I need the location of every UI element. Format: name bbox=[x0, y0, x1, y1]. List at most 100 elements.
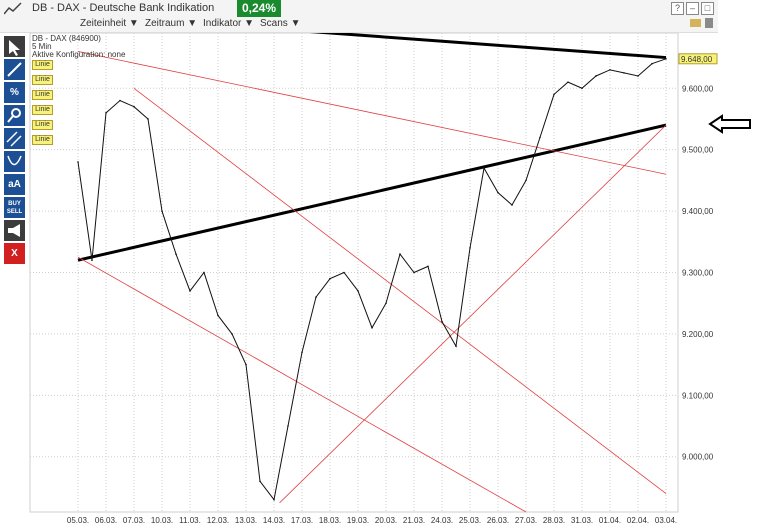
x-tick-label: 12.03. bbox=[207, 516, 229, 525]
x-tick-label: 26.03. bbox=[487, 516, 509, 525]
y-tick-label: 9.400,00 bbox=[682, 207, 714, 216]
price-point bbox=[357, 290, 359, 292]
price-point bbox=[287, 425, 289, 427]
price-point bbox=[203, 271, 205, 274]
maximize-button[interactable]: □ bbox=[701, 2, 714, 15]
price-point bbox=[147, 118, 149, 120]
price-point bbox=[259, 480, 261, 483]
trend-line-red bbox=[279, 124, 667, 504]
legend-interval: 5 Min bbox=[32, 42, 52, 51]
price-point bbox=[371, 326, 373, 329]
price-point bbox=[231, 333, 233, 335]
menu-zeiteinheit[interactable]: Zeiteinheit ▼ bbox=[80, 18, 139, 29]
price-point bbox=[245, 363, 247, 366]
text-label: aA bbox=[8, 179, 21, 190]
price-point bbox=[581, 87, 583, 90]
y-tick-label: 9.000,00 bbox=[682, 453, 714, 462]
y-tick-label: 9.600,00 bbox=[682, 84, 714, 93]
price-point bbox=[497, 191, 499, 194]
price-point bbox=[539, 136, 541, 139]
price-point bbox=[665, 57, 667, 60]
x-tick-label: 14.03. bbox=[263, 516, 285, 525]
legend-config: Aktive Konfiguration: none bbox=[32, 50, 126, 59]
x-tick-label: 17.03. bbox=[291, 516, 313, 525]
folder-icon[interactable] bbox=[690, 19, 701, 27]
x-tick-label: 10.03. bbox=[151, 516, 173, 525]
price-point bbox=[455, 345, 457, 347]
menu-scans[interactable]: Scans ▼ bbox=[260, 18, 301, 29]
price-point bbox=[651, 62, 653, 65]
drawing-tag-5[interactable]: Linie bbox=[32, 120, 53, 130]
x-tick-label: 13.03. bbox=[235, 516, 257, 525]
cursor-icon[interactable] bbox=[4, 36, 25, 57]
parallel-lines-icon[interactable] bbox=[4, 128, 25, 149]
price-point bbox=[217, 314, 219, 317]
price-point bbox=[161, 210, 163, 212]
price-point bbox=[595, 75, 597, 77]
text-aa-icon[interactable]: aA bbox=[4, 174, 25, 195]
price-point bbox=[399, 253, 401, 255]
y-tick-label: 9.300,00 bbox=[682, 269, 714, 278]
help-button[interactable]: ? bbox=[671, 2, 684, 15]
trend-line-black bbox=[77, 123, 667, 262]
price-point bbox=[637, 75, 639, 77]
price-point bbox=[609, 69, 611, 71]
menu-zeitraum[interactable]: Zeitraum ▼ bbox=[145, 18, 198, 29]
drawing-tag-3[interactable]: Linie bbox=[32, 90, 53, 100]
x-tick-label: 28.03. bbox=[543, 516, 565, 525]
price-point bbox=[119, 99, 121, 102]
price-point bbox=[623, 72, 625, 74]
minimize-button[interactable]: – bbox=[686, 2, 699, 15]
price-point bbox=[553, 93, 555, 96]
x-tick-label: 03.04. bbox=[655, 516, 677, 525]
price-point bbox=[301, 351, 303, 354]
x-tick-label: 25.03. bbox=[459, 516, 481, 525]
drawing-tag-2[interactable]: Linie bbox=[32, 75, 53, 85]
percent-icon[interactable]: % bbox=[4, 82, 25, 103]
change-badge: 0,24% bbox=[237, 0, 281, 17]
close-x-icon[interactable]: X bbox=[4, 243, 25, 264]
curve-icon[interactable] bbox=[4, 151, 25, 172]
last-price-box bbox=[678, 53, 718, 65]
price-point bbox=[427, 265, 429, 268]
y-tick-label: 9.100,00 bbox=[682, 391, 714, 400]
buy-sell-icon[interactable]: BUY SELL bbox=[4, 197, 25, 218]
drawing-tag-4[interactable]: Linie bbox=[32, 105, 53, 115]
chart-legend: DB - DAX (846900) 5 Min Aktive Konfigura… bbox=[32, 35, 125, 59]
x-tick-label: 18.03. bbox=[319, 516, 341, 525]
price-point bbox=[511, 204, 513, 206]
price-point bbox=[567, 81, 569, 83]
app-logo-icon bbox=[4, 2, 22, 15]
price-point bbox=[329, 277, 331, 280]
zoom-icon[interactable] bbox=[4, 105, 25, 126]
x-tick-label: 27.03. bbox=[515, 516, 537, 525]
x-tick-label: 24.03. bbox=[431, 516, 453, 525]
price-point bbox=[189, 290, 191, 292]
x-tick-label: 05.03. bbox=[67, 516, 89, 525]
x-tick-label: 01.04. bbox=[599, 516, 621, 525]
price-point bbox=[525, 179, 527, 182]
price-point bbox=[273, 498, 275, 501]
legend-instrument: DB - DAX (846900) bbox=[32, 34, 101, 43]
price-point bbox=[105, 112, 107, 114]
menu-bar: Zeiteinheit ▼ Zeitraum ▼ Indikator ▼ Sca… bbox=[0, 17, 718, 33]
x-tick-label: 02.04. bbox=[627, 516, 649, 525]
x-tick-label: 07.03. bbox=[123, 516, 145, 525]
window-title: DB - DAX - Deutsche Bank Indikation bbox=[32, 2, 215, 14]
line-tool-icon[interactable] bbox=[4, 59, 25, 80]
y-tick-label: 9.500,00 bbox=[682, 146, 714, 155]
menu-indikator[interactable]: Indikator ▼ bbox=[203, 18, 255, 29]
percent-label: % bbox=[10, 87, 19, 98]
left-arrow-icon bbox=[708, 114, 751, 134]
price-point bbox=[469, 247, 471, 249]
drawing-tag-6[interactable]: Linie bbox=[32, 135, 53, 145]
drawing-tag-1[interactable]: Linie bbox=[32, 60, 53, 70]
title-bar: DB - DAX - Deutsche Bank Indikation 0,24… bbox=[0, 0, 718, 17]
megaphone-icon[interactable] bbox=[4, 220, 25, 241]
x-tick-label: 06.03. bbox=[95, 516, 117, 525]
price-point bbox=[483, 167, 485, 169]
trash-icon[interactable] bbox=[705, 18, 713, 28]
price-point bbox=[315, 296, 317, 298]
x-tick-label: 21.03. bbox=[403, 516, 425, 525]
